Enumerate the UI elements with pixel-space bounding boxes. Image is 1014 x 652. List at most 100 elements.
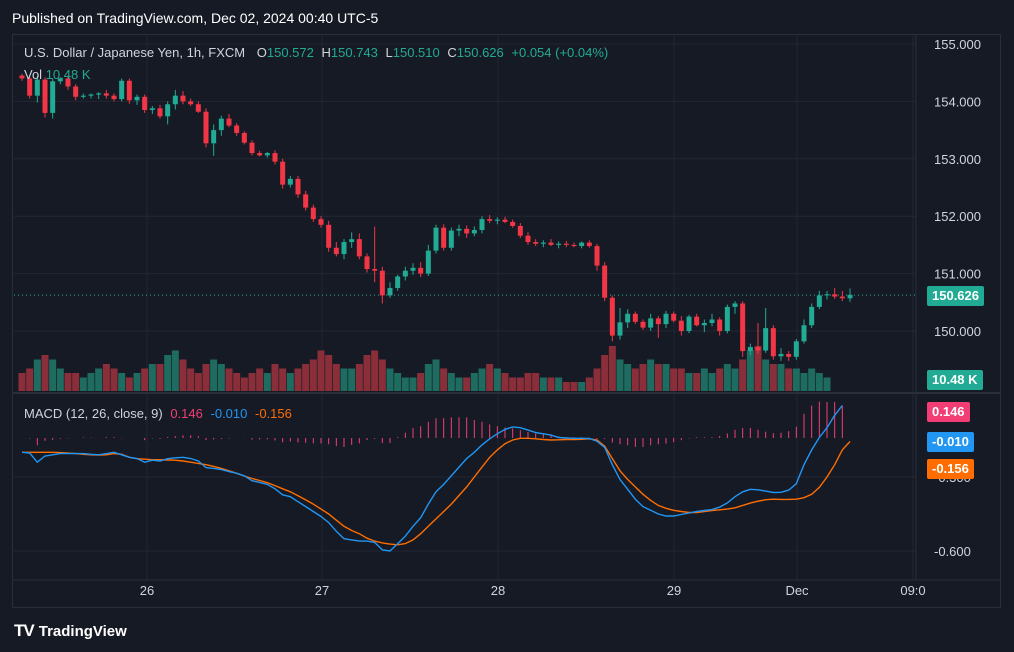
candle-body [793, 341, 799, 357]
volume-bar [256, 368, 264, 391]
candle-body [433, 227, 439, 251]
candle-body [142, 96, 148, 111]
candle-body [832, 294, 838, 297]
candle-body [701, 322, 707, 326]
candle-body [594, 246, 600, 266]
footer-brand-label: TradingView [38, 622, 127, 640]
candle-body [740, 303, 746, 352]
volume-bar [348, 368, 356, 391]
volume-bar [509, 377, 517, 391]
candle-body [180, 95, 186, 102]
price-tick-label: 151.000 [934, 267, 981, 282]
candle-body [563, 243, 569, 245]
volume-bar [141, 368, 149, 391]
candle-body [34, 79, 40, 96]
price-tick-label: 153.000 [934, 152, 981, 167]
volume-bar [263, 373, 271, 391]
candle-body [686, 316, 692, 331]
candle-body [763, 328, 769, 351]
price-tick-label: 152.000 [934, 209, 981, 224]
candle-body [149, 108, 155, 111]
candle-body [494, 219, 500, 221]
candle-body [272, 153, 278, 162]
candle-body [65, 78, 71, 87]
volume-bar [570, 382, 578, 391]
volume-bar [409, 377, 417, 391]
time-tick-label: 27 [315, 583, 329, 598]
volume-label: Vol [24, 67, 43, 82]
candle-body [441, 227, 447, 248]
volume-bar [754, 346, 762, 391]
volume-bar [279, 368, 287, 391]
chart-frame [12, 34, 1001, 608]
volume-bar [378, 359, 386, 391]
candle-body [770, 328, 776, 357]
candle-body [471, 229, 477, 234]
volume-bar [800, 373, 808, 391]
volume-bar [532, 373, 540, 391]
volume-bar [547, 377, 555, 391]
volume-bar [194, 373, 202, 391]
volume-bar [455, 377, 463, 391]
candle-body [195, 104, 201, 112]
candle-body [663, 313, 669, 325]
volume-bar [64, 373, 72, 391]
volume-bar [447, 373, 455, 391]
candle-body [410, 267, 416, 271]
candle-body [479, 219, 485, 230]
volume-bar [631, 368, 639, 391]
candle-body [648, 318, 654, 328]
volume-bar [371, 350, 379, 391]
candle-body [80, 95, 86, 97]
time-tick-label: Dec [785, 583, 809, 598]
signal-tag: -0.156 [927, 459, 974, 479]
macd-legend: MACD (12, 26, close, 9) 0.146 -0.010 -0.… [24, 406, 292, 421]
candle-body [318, 219, 324, 225]
candle-body [517, 225, 523, 236]
candle-body [724, 306, 730, 331]
candle-body [356, 239, 362, 257]
time-tick-label: 29 [667, 583, 681, 598]
volume-bar [792, 368, 800, 391]
volume-bar [685, 373, 693, 391]
candle-body [548, 242, 554, 245]
candle-body [571, 244, 577, 247]
candle-body [165, 104, 171, 117]
candle-body [402, 270, 408, 277]
candle-body [839, 296, 845, 299]
candle-body [264, 153, 270, 156]
candle-body [448, 230, 454, 248]
volume-bar [72, 373, 80, 391]
candle-body [456, 228, 462, 231]
volume-bar [125, 377, 133, 391]
volume-bar [616, 359, 624, 391]
volume-bar [769, 364, 777, 391]
volume-bar [746, 350, 754, 391]
candle-body [786, 353, 792, 357]
close-value: 150.626 [456, 45, 504, 60]
volume-bar [417, 373, 425, 391]
volume-bar [286, 373, 294, 391]
candle-body [694, 316, 700, 326]
open-value: 150.572 [266, 45, 314, 60]
price-tick-label: 155.000 [934, 37, 981, 52]
candle-body [847, 294, 853, 299]
volume-bar [171, 350, 179, 391]
published-caption: Published on TradingView.com, Dec 02, 20… [12, 10, 379, 26]
volume-bar [202, 364, 210, 391]
volume-bar [677, 368, 685, 391]
macd-hist-value: 0.146 [170, 406, 203, 421]
candle-body [249, 142, 255, 154]
volume-bar [762, 359, 770, 391]
candle-body [287, 178, 293, 185]
footer-brand[interactable]: TV TradingView [14, 621, 127, 641]
price-legend: U.S. Dollar / Japanese Yen, 1h, FXCM O15… [24, 45, 608, 60]
tradingview-logo-icon: TV [14, 621, 35, 640]
candle-body [418, 267, 424, 274]
signal-line-value: -0.156 [255, 406, 292, 421]
volume-bar [41, 355, 49, 391]
candle-body [349, 239, 355, 243]
volume-bar [601, 355, 609, 391]
candle-body [464, 228, 470, 234]
